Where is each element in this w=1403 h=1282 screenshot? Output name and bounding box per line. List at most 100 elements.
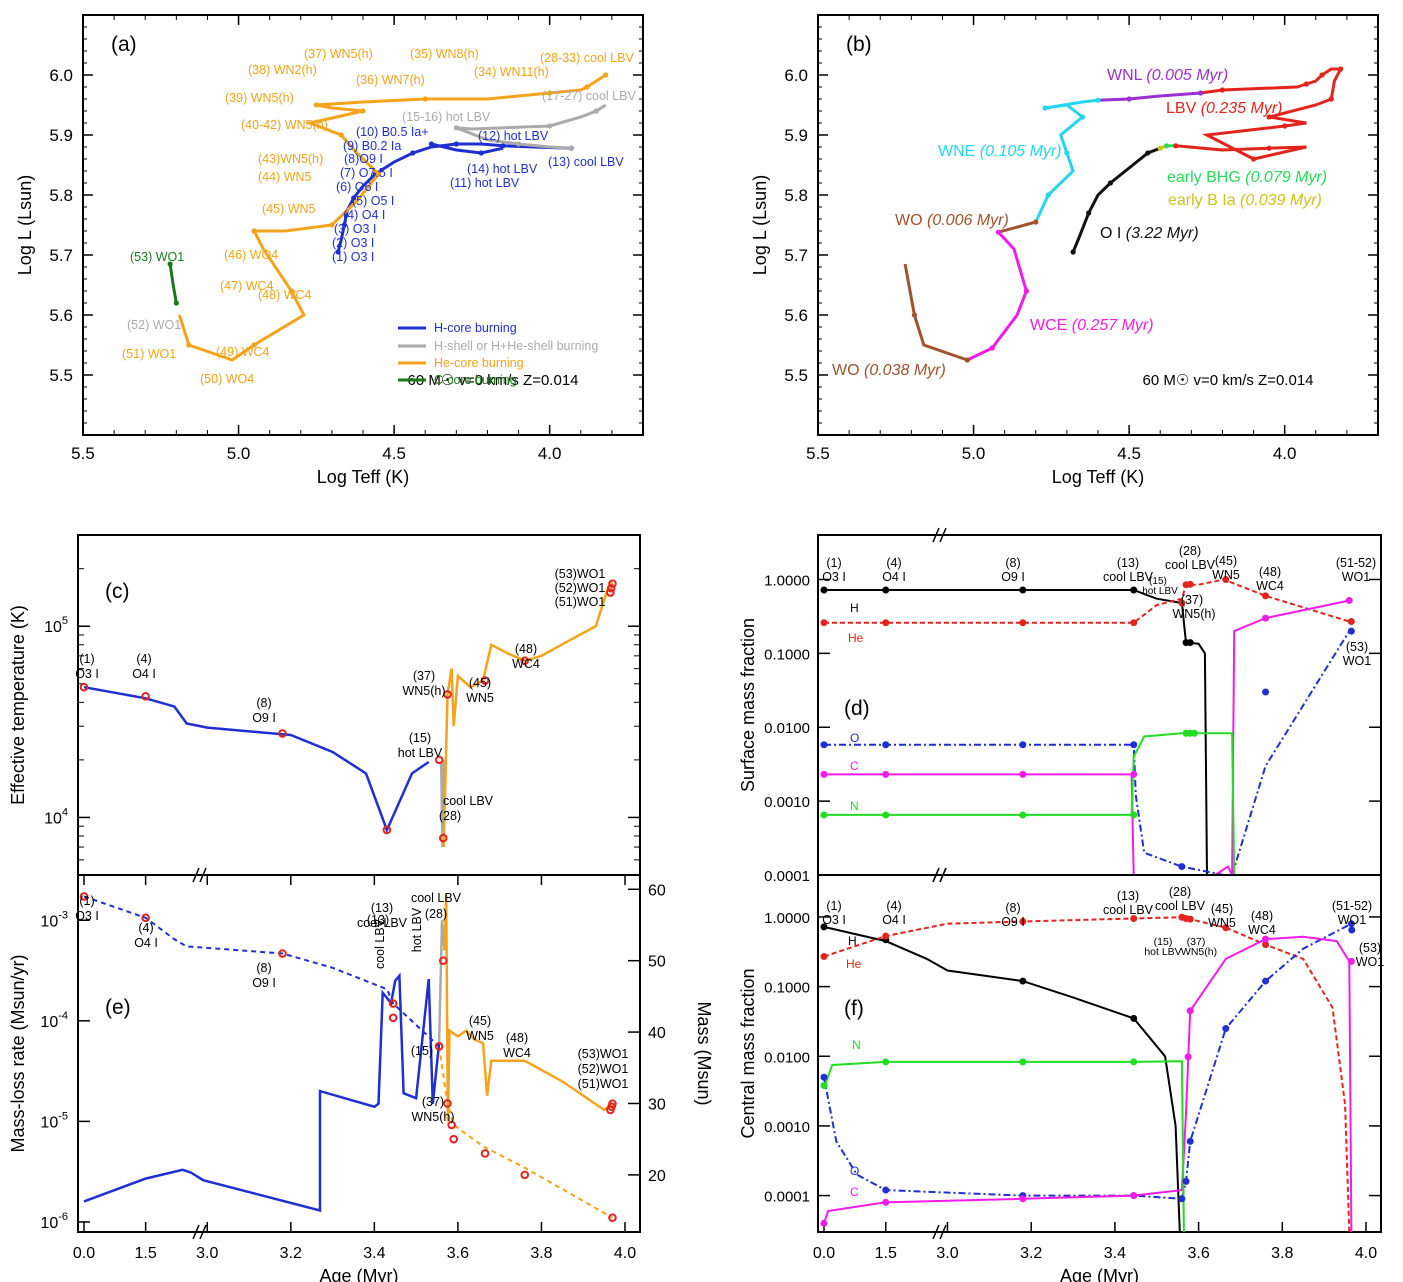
x-axis-label: Age (Myr) <box>319 1266 398 1282</box>
species-label: C <box>850 759 859 773</box>
data-point <box>1262 688 1270 696</box>
point-label: cool LBV <box>1165 558 1216 572</box>
data-point <box>1130 619 1138 627</box>
y-tick-label: 10-6 <box>40 1211 68 1232</box>
data-point <box>820 770 828 778</box>
panel-label: (e) <box>105 996 131 1019</box>
data-point <box>351 195 357 201</box>
point-label: (37) <box>422 1095 444 1109</box>
marker-ring <box>141 692 150 701</box>
point-label: (4) <box>886 899 901 913</box>
point-label: (51)WO1 <box>578 1077 629 1091</box>
species-label: He <box>846 957 862 971</box>
phase-label: WCE (0.257 Myr) <box>1030 317 1154 334</box>
point-label: (43)WN5(h) <box>258 152 323 166</box>
y-tick-label: 10-3 <box>40 909 68 930</box>
data-point <box>478 150 484 156</box>
data-point <box>1019 770 1027 778</box>
data-point <box>1145 150 1151 156</box>
x-tick-label: 3.6 <box>447 1245 469 1262</box>
data-point <box>410 150 416 156</box>
point-label: (4) O4 I <box>343 208 385 222</box>
point-label: (8) <box>1005 556 1020 570</box>
y-tick-label: 5.7 <box>49 246 73 265</box>
point-label: WO1 <box>1342 570 1371 584</box>
phase-label: WNE (0.105 Myr) <box>938 143 1062 160</box>
x-tick-label: 4.5 <box>382 444 406 463</box>
data-point <box>882 741 890 749</box>
data-point <box>882 1058 890 1066</box>
data-point <box>1064 150 1070 156</box>
data-point <box>453 125 459 131</box>
point-label: (3) O3 I <box>334 222 376 236</box>
data-point <box>1186 1007 1194 1015</box>
y-tick-label: 1.0000 <box>764 572 810 589</box>
y-tick-label: 5.6 <box>49 306 73 325</box>
point-label: cool LBV <box>357 916 408 930</box>
point-label: (28) <box>439 809 461 823</box>
axis-break <box>199 1224 207 1240</box>
series-line <box>824 732 1236 876</box>
data-point <box>251 342 257 348</box>
mass-line <box>83 895 440 1048</box>
data-point <box>547 90 553 96</box>
data-point <box>1130 1014 1138 1022</box>
plot-frame <box>817 534 1382 876</box>
point-label: (2) O3 I <box>332 236 374 250</box>
series-line <box>823 935 1353 1233</box>
data-point <box>820 741 828 749</box>
panel-label: (d) <box>844 697 870 720</box>
axis-break <box>199 867 207 883</box>
data-point <box>1019 977 1027 985</box>
marker-ring <box>434 1042 444 1051</box>
marker-ring <box>520 1170 530 1180</box>
point-label: (10) B0.5 Ia+ <box>356 125 429 139</box>
model-annotation: 60 M☉ v=0 km/s Z=0.014 <box>407 372 578 389</box>
point-label: (8) <box>256 961 271 975</box>
point-label: (53) <box>1346 640 1368 654</box>
marker-ring <box>382 825 392 835</box>
y-tick-label: 0.1000 <box>764 980 810 997</box>
data-point <box>1186 1137 1194 1145</box>
species-label: O <box>850 731 859 745</box>
point-label: (13) <box>367 913 389 927</box>
point-label: (44) WN5 <box>258 170 312 184</box>
data-point <box>1262 977 1270 985</box>
y2-axis-label: Mass (Msun) <box>694 1001 714 1105</box>
series-line <box>823 925 1181 1233</box>
data-point <box>515 141 522 147</box>
series-line <box>824 773 1135 876</box>
point-label: (51) WO1 <box>122 347 176 361</box>
point-label: WC4 <box>1248 923 1276 937</box>
data-point <box>1130 1058 1138 1066</box>
marker-ring <box>449 1134 459 1144</box>
point-label: (4) <box>136 652 151 666</box>
point-label: (37) WN5(h) <box>304 47 373 61</box>
model-annotation: 60 M☉ v=0 km/s Z=0.014 <box>1142 372 1313 389</box>
marker-ring <box>520 656 530 666</box>
data-point <box>1130 1192 1138 1200</box>
data-point <box>1222 1025 1230 1033</box>
data-point <box>820 1082 828 1090</box>
y-axis-label: Log L (Lsun) <box>15 175 35 275</box>
series-line <box>439 759 445 848</box>
point-label: (8) <box>1005 901 1020 915</box>
point-label: O4 I <box>132 667 156 681</box>
data-point <box>1019 619 1027 627</box>
point-label: (53)WO1 <box>578 1047 629 1061</box>
point-label: O4 I <box>134 936 158 950</box>
data-point <box>820 1073 828 1081</box>
legend-entry: H-core burning <box>434 321 517 335</box>
point-label: WN5 <box>466 1029 494 1043</box>
point-label: hot LBV <box>398 746 443 760</box>
data-point <box>1178 599 1186 607</box>
data-point <box>1173 143 1179 149</box>
data-point <box>1303 81 1310 87</box>
point-label: cool LBV <box>373 918 387 969</box>
series-line <box>83 972 441 1213</box>
point-label: WN5(h) <box>1181 946 1217 958</box>
legend-entry: H-shell or H+He-shell burning <box>434 339 598 353</box>
point-label: (8) <box>256 696 271 710</box>
data-point <box>593 108 599 114</box>
species-label: He <box>848 631 864 645</box>
